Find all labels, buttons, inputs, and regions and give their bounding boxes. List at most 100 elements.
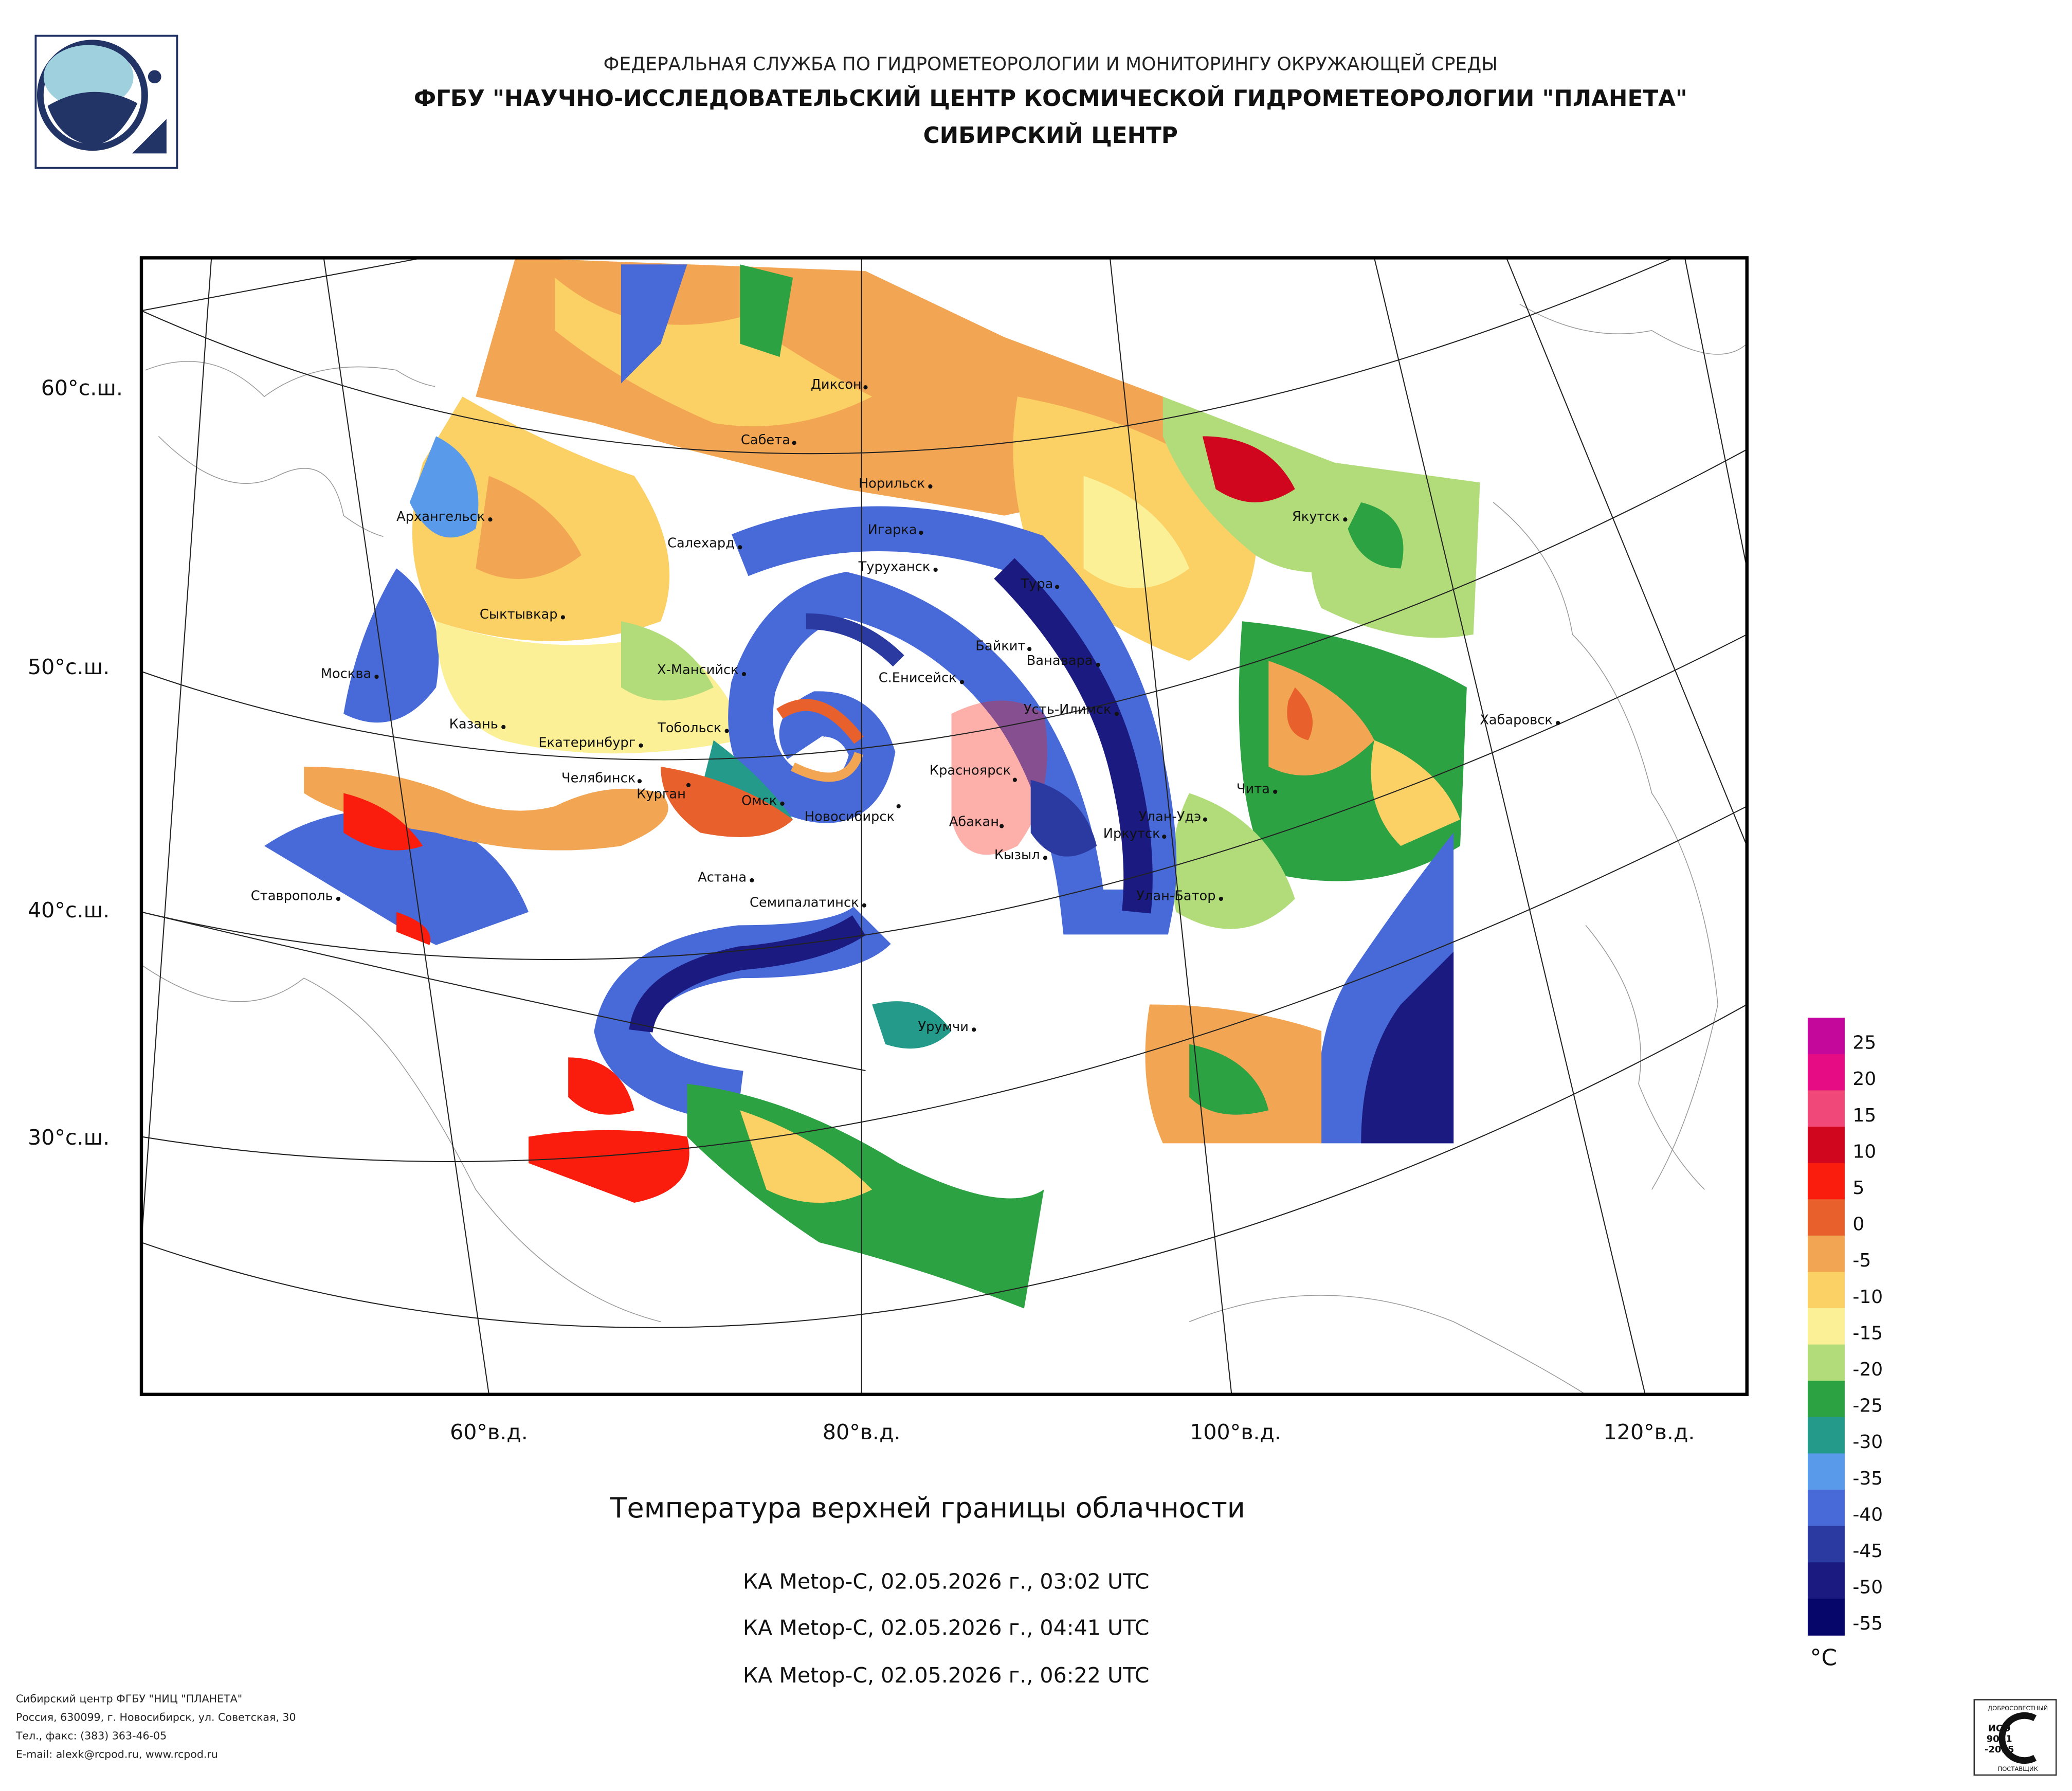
footer-line: Тел., факс: (383) 363-46-05 — [15, 1730, 167, 1742]
city-label: Сабета — [741, 432, 790, 448]
badge-text: ПОСТАВЩИК — [1998, 1765, 2038, 1772]
colorbar-swatch — [1807, 1490, 1845, 1527]
colorbar-label: -30 — [1852, 1432, 1883, 1453]
city-label: Кызыл — [994, 847, 1040, 863]
city-dot — [999, 824, 1004, 828]
logo — [34, 34, 178, 169]
city-label: Ставрополь — [251, 888, 333, 903]
city-dot — [1043, 856, 1048, 860]
cities: Диксон Сабета Норильск Игарка Салехард Туруха… — [251, 377, 1560, 1035]
city-label: Тобольск — [657, 720, 721, 736]
city-dot — [928, 484, 933, 489]
city-label: Сыктывкар — [480, 607, 558, 622]
city-dot — [637, 779, 642, 784]
colorbar-label: -15 — [1852, 1323, 1883, 1344]
city-dot — [863, 385, 868, 390]
city-label: Туруханск — [858, 559, 931, 575]
city-dot — [1055, 585, 1060, 589]
colorbar-swatch — [1807, 1598, 1845, 1636]
lat-label: 30°с.ш. — [28, 1125, 110, 1150]
city-dot — [639, 743, 643, 748]
city-label: Ванавара — [1027, 653, 1093, 668]
city-label: Усть-Илимск — [1024, 702, 1112, 717]
lon-label: 100°в.д. — [1190, 1420, 1281, 1444]
colorbar-unit: °C — [1810, 1645, 1837, 1671]
city-label: Красноярск — [930, 763, 1011, 778]
map: Диксон Сабета Норильск Игарка Салехард Туруха… — [141, 258, 1747, 1395]
colorbar-label: -35 — [1852, 1468, 1883, 1489]
colorbar-label: -20 — [1852, 1359, 1883, 1380]
city-label: Улан-Удэ — [1139, 809, 1201, 824]
footer-line: Сибирский центр ФГБУ "НИЦ "ПЛАНЕТА" — [16, 1693, 242, 1705]
colorbar-swatch — [1807, 1163, 1845, 1200]
colorbar-label: -50 — [1852, 1577, 1883, 1598]
colorbar-label: -55 — [1852, 1613, 1883, 1634]
colorbar-label: -45 — [1852, 1541, 1883, 1562]
colorbar-swatch — [1807, 1417, 1845, 1454]
colorbar-swatch — [1807, 1090, 1845, 1128]
city-dot — [933, 567, 938, 572]
city-dot — [862, 903, 866, 908]
colorbar-label: 0 — [1852, 1214, 1864, 1235]
city-label: Новосибирск — [805, 809, 895, 824]
city-label: Казань — [449, 716, 498, 732]
city-dot — [1343, 517, 1348, 522]
colorbar-label: 10 — [1852, 1141, 1876, 1162]
city-label: Курган — [637, 787, 686, 802]
city-label: Диксон — [811, 377, 862, 392]
city-dot — [972, 1027, 976, 1032]
lon-label: 60°в.д. — [450, 1420, 528, 1444]
city-dot — [1203, 817, 1208, 822]
colorbar-label: 25 — [1852, 1033, 1876, 1054]
city-label: Якутск — [1292, 509, 1340, 524]
city-label: Архангельск — [396, 509, 485, 524]
city-dot — [560, 615, 565, 620]
header-line: ФЕДЕРАЛЬНАЯ СЛУЖБА ПО ГИДРОМЕТЕОРОЛОГИИ … — [604, 53, 1498, 75]
city-label: Тура — [1020, 576, 1053, 592]
city-label: Москва — [321, 666, 371, 682]
colorbar-swatch — [1807, 1272, 1845, 1309]
colorbar-swatch — [1807, 1526, 1845, 1563]
colorbar-label: -10 — [1852, 1287, 1883, 1308]
city-label: Игарка — [868, 522, 917, 538]
city-dot — [374, 675, 379, 679]
city-label: Челябинск — [561, 771, 635, 786]
city-dot — [1273, 789, 1278, 794]
lat-label: 40°с.ш. — [28, 898, 110, 922]
city-dot — [1096, 662, 1100, 667]
badge-text: -2015 — [1985, 1744, 2014, 1755]
chart-title: Температура верхней границы облачности — [610, 1492, 1245, 1524]
colorbar-swatch — [1807, 1127, 1845, 1164]
colorbar-swatch — [1807, 1453, 1845, 1491]
badge-text: 9001 — [1987, 1734, 2012, 1745]
city-dot — [686, 783, 691, 788]
colorbar-swatch — [1807, 1054, 1845, 1091]
city-label: Улан-Батор — [1136, 888, 1215, 903]
city-dot — [792, 441, 796, 445]
city-dot — [919, 530, 923, 535]
colorbar-swatch — [1807, 1199, 1845, 1237]
city-label: Хабаровск — [1480, 713, 1553, 728]
city-label: Астана — [698, 870, 747, 885]
colorbar-label: 20 — [1852, 1069, 1876, 1090]
city-dot — [1012, 777, 1017, 782]
pass-line: КА Metop-C, 02.05.2026 г., 03:02 UTC — [743, 1569, 1149, 1594]
city-label: Екатеринбург — [538, 735, 635, 750]
city-label: С.Енисейск — [879, 670, 957, 685]
city-dot — [1556, 720, 1560, 726]
lat-label: 50°с.ш. — [28, 655, 110, 679]
colorbar-swatch — [1807, 1018, 1845, 1055]
badge-text: ИСО — [1988, 1723, 2011, 1734]
colorbar: 25 20 15 10 5 0 -5 -10 -15 -20 -25 -30 -35 -40 -45 -50 -… — [1807, 1018, 1883, 1636]
map-frame — [139, 256, 1749, 1396]
graticule — [141, 258, 1747, 1395]
colorbar-label: 5 — [1852, 1178, 1864, 1199]
city-dot — [488, 517, 493, 522]
city-label: Урумчи — [918, 1019, 969, 1035]
city-dot — [896, 804, 901, 809]
header-line: СИБИРСКИЙ ЦЕНТР — [923, 121, 1178, 149]
colorbar-swatch — [1807, 1235, 1845, 1273]
city-dot — [1162, 835, 1167, 839]
city-dot — [724, 729, 729, 733]
city-dot — [1114, 711, 1119, 716]
